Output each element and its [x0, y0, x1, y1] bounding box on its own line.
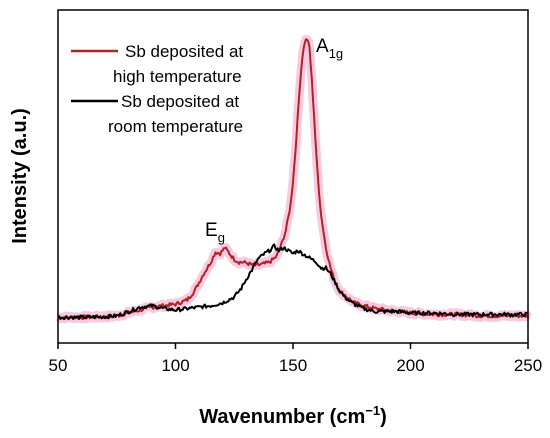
annotation-a1g-sub: 1g [329, 46, 343, 61]
x-tick-label-100: 100 [161, 356, 189, 375]
annotation-a1g: A1g [316, 36, 343, 61]
x-tick-label-200: 200 [396, 356, 424, 375]
series-room-temperature-line [57, 243, 529, 321]
legend-label-room-temperature-line2: room temperature [108, 117, 243, 136]
legend-label-high-temperature-line1: Sb deposited at [125, 42, 243, 61]
annotation-eg-main: E [205, 220, 218, 241]
legend-label-high-temperature-line2: high temperature [113, 67, 242, 86]
x-axis-title: Wavenumber (cm−1) [199, 403, 386, 428]
annotation-eg-sub: g [218, 230, 225, 245]
annotation-eg: Eg [205, 220, 225, 245]
series-layer [54, 34, 532, 324]
x-tick-label-250: 250 [514, 356, 542, 375]
y-axis-title: Intensity (a.u.) [9, 108, 31, 244]
x-tick-label-150: 150 [279, 356, 307, 375]
x-tick-label-50: 50 [49, 356, 68, 375]
legend-label-room-temperature-line1: Sb deposited at [121, 92, 239, 111]
x-axis-title-main: Wavenumber (cm [199, 406, 365, 428]
x-ticks: 50 100 150 200 250 [49, 343, 542, 375]
annotation-a1g-main: A [316, 36, 329, 57]
x-axis-title-close: ) [380, 406, 387, 428]
legend: Sb deposited at high temperature Sb depo… [71, 42, 243, 136]
x-axis-title-sup: −1 [365, 403, 380, 418]
